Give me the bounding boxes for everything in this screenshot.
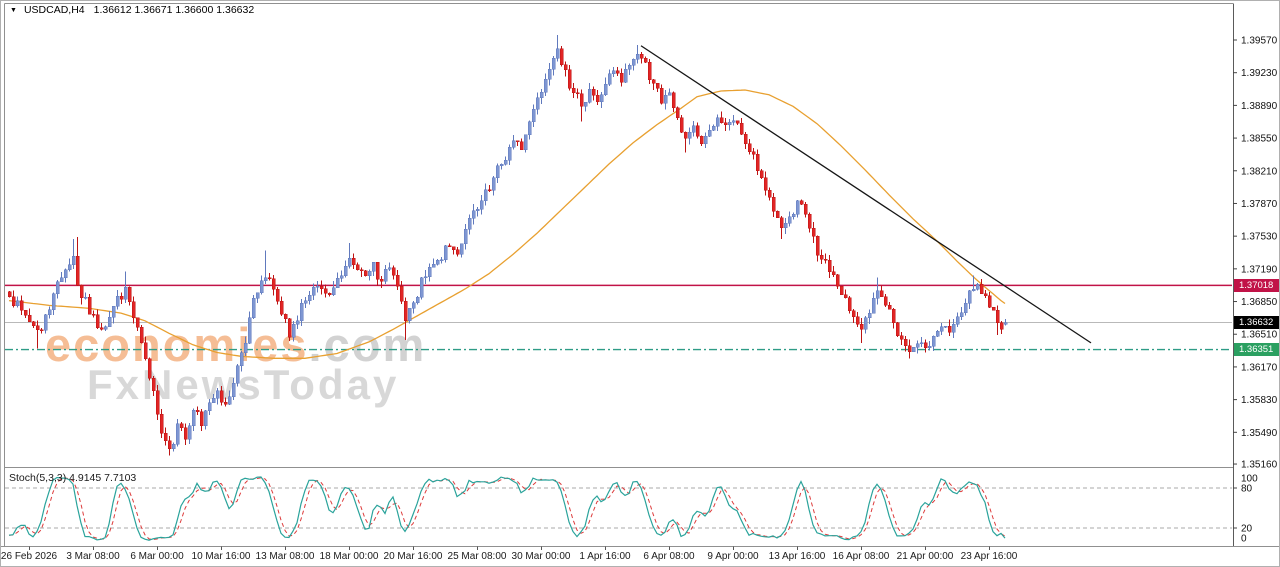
x-axis-date-label: 21 Apr 00:00 bbox=[897, 551, 954, 562]
ohlc-quotes: 1.36612 1.36671 1.36600 1.36632 bbox=[93, 4, 255, 16]
x-axis-date-label: 18 Mar 00:00 bbox=[320, 551, 379, 562]
x-axis-date-label: 6 Mar 00:00 bbox=[130, 551, 184, 562]
x-axis-date-label: 1 Apr 16:00 bbox=[579, 551, 631, 562]
y-axis-tick-label: 1.37190 bbox=[1241, 264, 1278, 275]
y-axis-tick-label: 1.36510 bbox=[1241, 330, 1278, 341]
stoch-axis-label: 20 bbox=[1241, 524, 1253, 535]
stoch-label: Stoch(5,3,3) bbox=[9, 472, 67, 484]
x-axis-date-label: 3 Mar 08:00 bbox=[66, 551, 120, 562]
stoch-values: 4.9145 7.7103 bbox=[69, 472, 137, 484]
y-axis-tick-label: 1.36170 bbox=[1241, 362, 1278, 373]
x-axis-date-label: 6 Apr 08:00 bbox=[643, 551, 695, 562]
price-badge-support: 1.36351 bbox=[1234, 343, 1279, 357]
x-axis-date-label: 10 Mar 16:00 bbox=[192, 551, 251, 562]
y-axis-tick-label: 1.38550 bbox=[1241, 134, 1278, 145]
y-axis-tick-label: 1.38210 bbox=[1241, 166, 1278, 177]
y-axis-tick-label: 1.35490 bbox=[1241, 428, 1278, 439]
stoch-axis-label: 100 bbox=[1241, 474, 1258, 485]
chart-title: ▼ USDCAD,H4 1.36612 1.36671 1.36600 1.3663… bbox=[10, 4, 254, 16]
x-axis-date-label: 26 Feb 2026 bbox=[1, 551, 58, 562]
y-axis-tick-label: 1.39230 bbox=[1241, 68, 1278, 79]
x-axis-date-label: 30 Mar 00:00 bbox=[512, 551, 571, 562]
x-axis-date-label: 9 Apr 00:00 bbox=[707, 551, 759, 562]
price-badge-resistance: 1.37018 bbox=[1234, 278, 1279, 292]
x-axis-date-label: 13 Apr 16:00 bbox=[769, 551, 826, 562]
y-axis-tick-label: 1.38890 bbox=[1241, 101, 1278, 112]
x-axis-date-label: 23 Apr 16:00 bbox=[961, 551, 1018, 562]
y-axis-tick-label: 1.35160 bbox=[1241, 460, 1278, 471]
symbol-timeframe: USDCAD,H4 bbox=[23, 4, 85, 16]
y-axis-tick-label: 1.36850 bbox=[1241, 297, 1278, 308]
y-axis-tick-label: 1.37870 bbox=[1241, 199, 1278, 210]
price-badge-current: 1.36632 bbox=[1234, 316, 1279, 329]
x-axis-date-label: 25 Mar 08:00 bbox=[448, 551, 507, 562]
x-axis-date-label: 20 Mar 16:00 bbox=[384, 551, 443, 562]
x-axis-date-label: 13 Mar 08:00 bbox=[256, 551, 315, 562]
x-axis-date-label: 16 Apr 08:00 bbox=[833, 551, 890, 562]
stoch-axis-label: 80 bbox=[1241, 484, 1253, 495]
y-axis-tick-label: 1.39570 bbox=[1241, 36, 1278, 47]
y-axis-tick-label: 1.37530 bbox=[1241, 232, 1278, 243]
y-axis-tick-label: 1.35830 bbox=[1241, 395, 1278, 406]
stoch-indicator-label: Stoch(5,3,3) 4.9145 7.7103 bbox=[9, 472, 136, 484]
stoch-axis-label: 0 bbox=[1241, 534, 1247, 545]
chevron-down-icon[interactable]: ▼ bbox=[10, 7, 17, 14]
